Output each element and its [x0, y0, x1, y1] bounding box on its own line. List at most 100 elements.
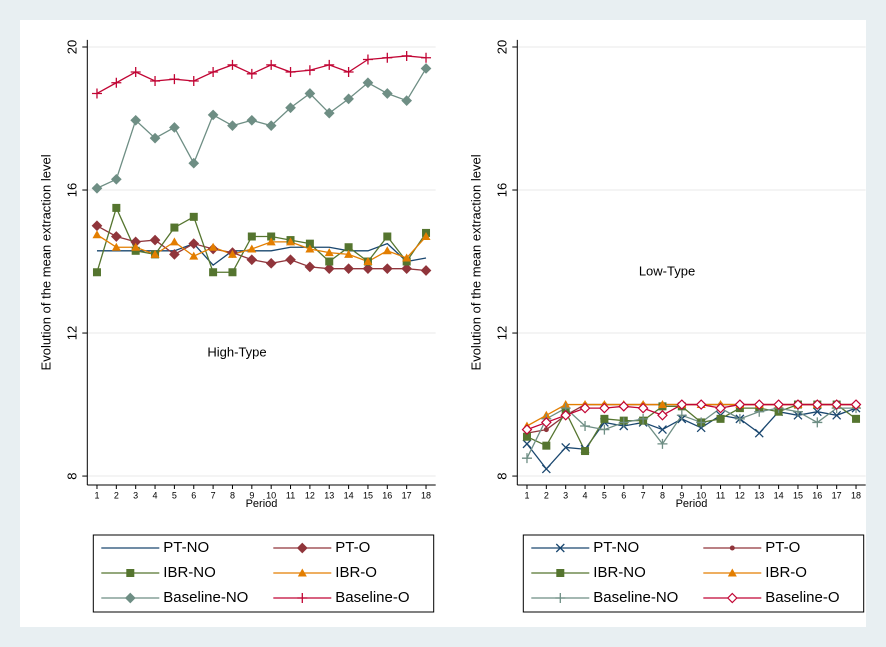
- point-marker: [92, 268, 101, 277]
- point-marker: [811, 399, 823, 410]
- x-tick-label: 18: [851, 490, 861, 500]
- y-tick-label: 8: [65, 472, 80, 479]
- x-tick-label: 12: [305, 490, 315, 500]
- point-marker: [421, 232, 431, 241]
- point-marker: [344, 249, 354, 258]
- point-marker: [852, 414, 861, 423]
- point-marker: [267, 232, 276, 241]
- y-tick-label: 20: [495, 40, 510, 54]
- point-marker: [150, 249, 160, 258]
- x-tick-label: 17: [832, 490, 842, 500]
- x-tick-label: 8: [660, 490, 665, 500]
- x-tick-label: 5: [602, 490, 607, 500]
- point-marker: [850, 399, 862, 410]
- point-marker: [560, 409, 572, 421]
- x-tick-label: 14: [774, 490, 784, 500]
- point-marker: [324, 248, 334, 257]
- x-tick-label: 3: [563, 490, 568, 500]
- point-marker: [305, 239, 314, 248]
- point-marker: [111, 77, 122, 88]
- point-marker: [540, 417, 552, 428]
- point-marker: [618, 400, 630, 412]
- point-marker: [325, 257, 334, 266]
- point-marker: [227, 59, 238, 70]
- x-tick-label: 10: [696, 490, 706, 500]
- y-tick-label: 12: [65, 326, 80, 340]
- point-marker: [344, 243, 353, 252]
- point-marker: [754, 428, 764, 438]
- point-marker: [208, 67, 219, 78]
- x-axis-title: Period: [246, 498, 278, 510]
- point-marker: [188, 157, 200, 169]
- point-marker: [246, 68, 257, 79]
- x-tick-label: 1: [94, 490, 99, 500]
- x-tick-label: 13: [754, 490, 764, 500]
- point-marker: [247, 244, 257, 253]
- x-tick-label: 16: [382, 490, 392, 500]
- point-marker: [522, 439, 532, 449]
- legend-symbol: [124, 592, 136, 604]
- point-marker: [110, 173, 122, 185]
- point-marker: [521, 453, 532, 464]
- legend-symbol: [126, 569, 135, 577]
- point-marker: [130, 67, 141, 78]
- x-tick-label: 18: [421, 490, 431, 500]
- point-marker: [521, 424, 533, 435]
- point-marker: [362, 54, 373, 65]
- point-marker: [208, 242, 218, 251]
- point-marker: [343, 263, 354, 275]
- point-marker: [285, 67, 296, 78]
- y-tick-label: 16: [65, 183, 80, 197]
- legend-symbol: [297, 593, 308, 603]
- point-marker: [383, 232, 392, 241]
- point-marker: [522, 432, 531, 441]
- point-marker: [831, 399, 843, 410]
- point-marker: [323, 107, 335, 119]
- y-tick-label: 20: [65, 40, 80, 54]
- x-tick-label: 4: [153, 490, 158, 500]
- legend-symbol: [555, 593, 566, 603]
- point-marker: [207, 109, 219, 121]
- x-tick-label: 1: [524, 490, 529, 500]
- point-marker: [579, 402, 591, 414]
- point-marker: [362, 77, 374, 89]
- x-axis-title: Period: [676, 498, 708, 510]
- point-marker: [676, 410, 687, 421]
- x-tick-label: 17: [402, 490, 412, 500]
- point-marker: [286, 237, 296, 246]
- point-marker: [401, 95, 413, 106]
- point-marker: [657, 400, 667, 409]
- x-tick-label: 12: [735, 490, 745, 500]
- legend-symbol: [555, 543, 565, 553]
- point-marker: [812, 407, 822, 417]
- point-marker: [420, 265, 432, 276]
- legend-label: PT-O: [335, 539, 370, 556]
- annotation: Low-Type: [639, 263, 695, 278]
- point-marker: [734, 399, 746, 410]
- point-marker: [362, 263, 374, 275]
- point-marker: [304, 65, 315, 76]
- legend-label: PT-O: [765, 539, 800, 556]
- x-tick-label: 6: [191, 490, 196, 500]
- point-marker: [658, 425, 667, 435]
- point-marker: [561, 442, 571, 452]
- y-tick-label: 8: [495, 472, 510, 479]
- point-marker: [402, 253, 412, 262]
- point-marker: [169, 74, 180, 85]
- point-marker: [401, 263, 413, 275]
- point-marker: [363, 257, 373, 266]
- point-marker: [227, 249, 237, 258]
- point-marker: [189, 251, 199, 260]
- legend-symbol: [556, 569, 565, 577]
- point-marker: [131, 242, 141, 251]
- y-axis-title: Evolution of the mean extraction level: [469, 154, 484, 370]
- point-marker: [421, 52, 432, 63]
- legend-symbol: [296, 542, 308, 554]
- point-marker: [246, 254, 258, 266]
- point-marker: [381, 88, 393, 99]
- legend-label: Baseline-O: [765, 589, 839, 606]
- point-marker: [266, 59, 277, 70]
- legend-label: IBR-O: [765, 564, 807, 581]
